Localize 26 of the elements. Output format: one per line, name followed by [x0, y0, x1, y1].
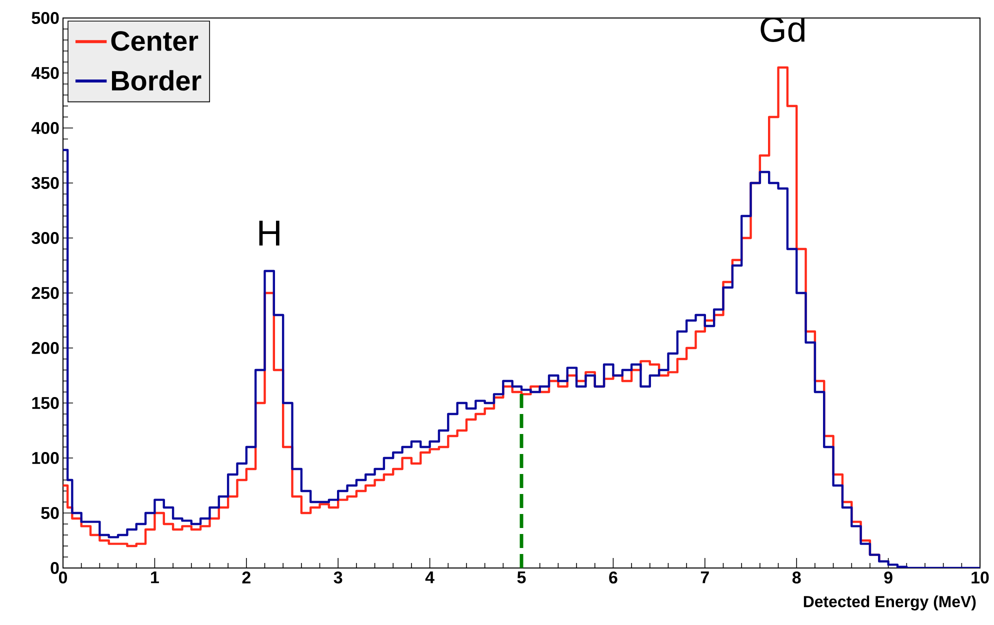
y-tick-label: 0 [50, 562, 59, 574]
y-tick-label: 250 [32, 287, 59, 299]
y-tick-label: 50 [41, 507, 59, 519]
x-tick-label: 6 [609, 572, 618, 584]
y-tick-label: 100 [32, 452, 59, 464]
x-tick-label: 1 [151, 572, 159, 584]
x-tick-label: 10 [972, 572, 989, 584]
x-tick-label: 5 [517, 572, 526, 584]
x-tick-label: 7 [700, 572, 709, 584]
x-tick-label: 0 [58, 572, 68, 584]
y-tick-label: 150 [32, 397, 59, 409]
annotation: H [259, 220, 280, 246]
x-tick-label: 4 [425, 572, 434, 584]
y-tick-label: 200 [32, 342, 59, 354]
legend-label: Border [112, 70, 202, 91]
y-tick-label: 500 [32, 12, 59, 24]
x-tick-label: 8 [792, 572, 801, 584]
x-tick-label: 2 [242, 572, 250, 584]
y-tick-label: 450 [31, 67, 59, 79]
x-axis-title: Detected Energy (MeV) [804, 596, 976, 610]
y-tick-label: 350 [32, 176, 59, 190]
y-tick-label: 400 [31, 122, 59, 134]
y-tick-label: 300 [32, 232, 59, 244]
legend-label: Center [111, 31, 198, 51]
x-tick-label: 9 [884, 572, 892, 584]
x-tick-label: 3 [334, 572, 342, 584]
